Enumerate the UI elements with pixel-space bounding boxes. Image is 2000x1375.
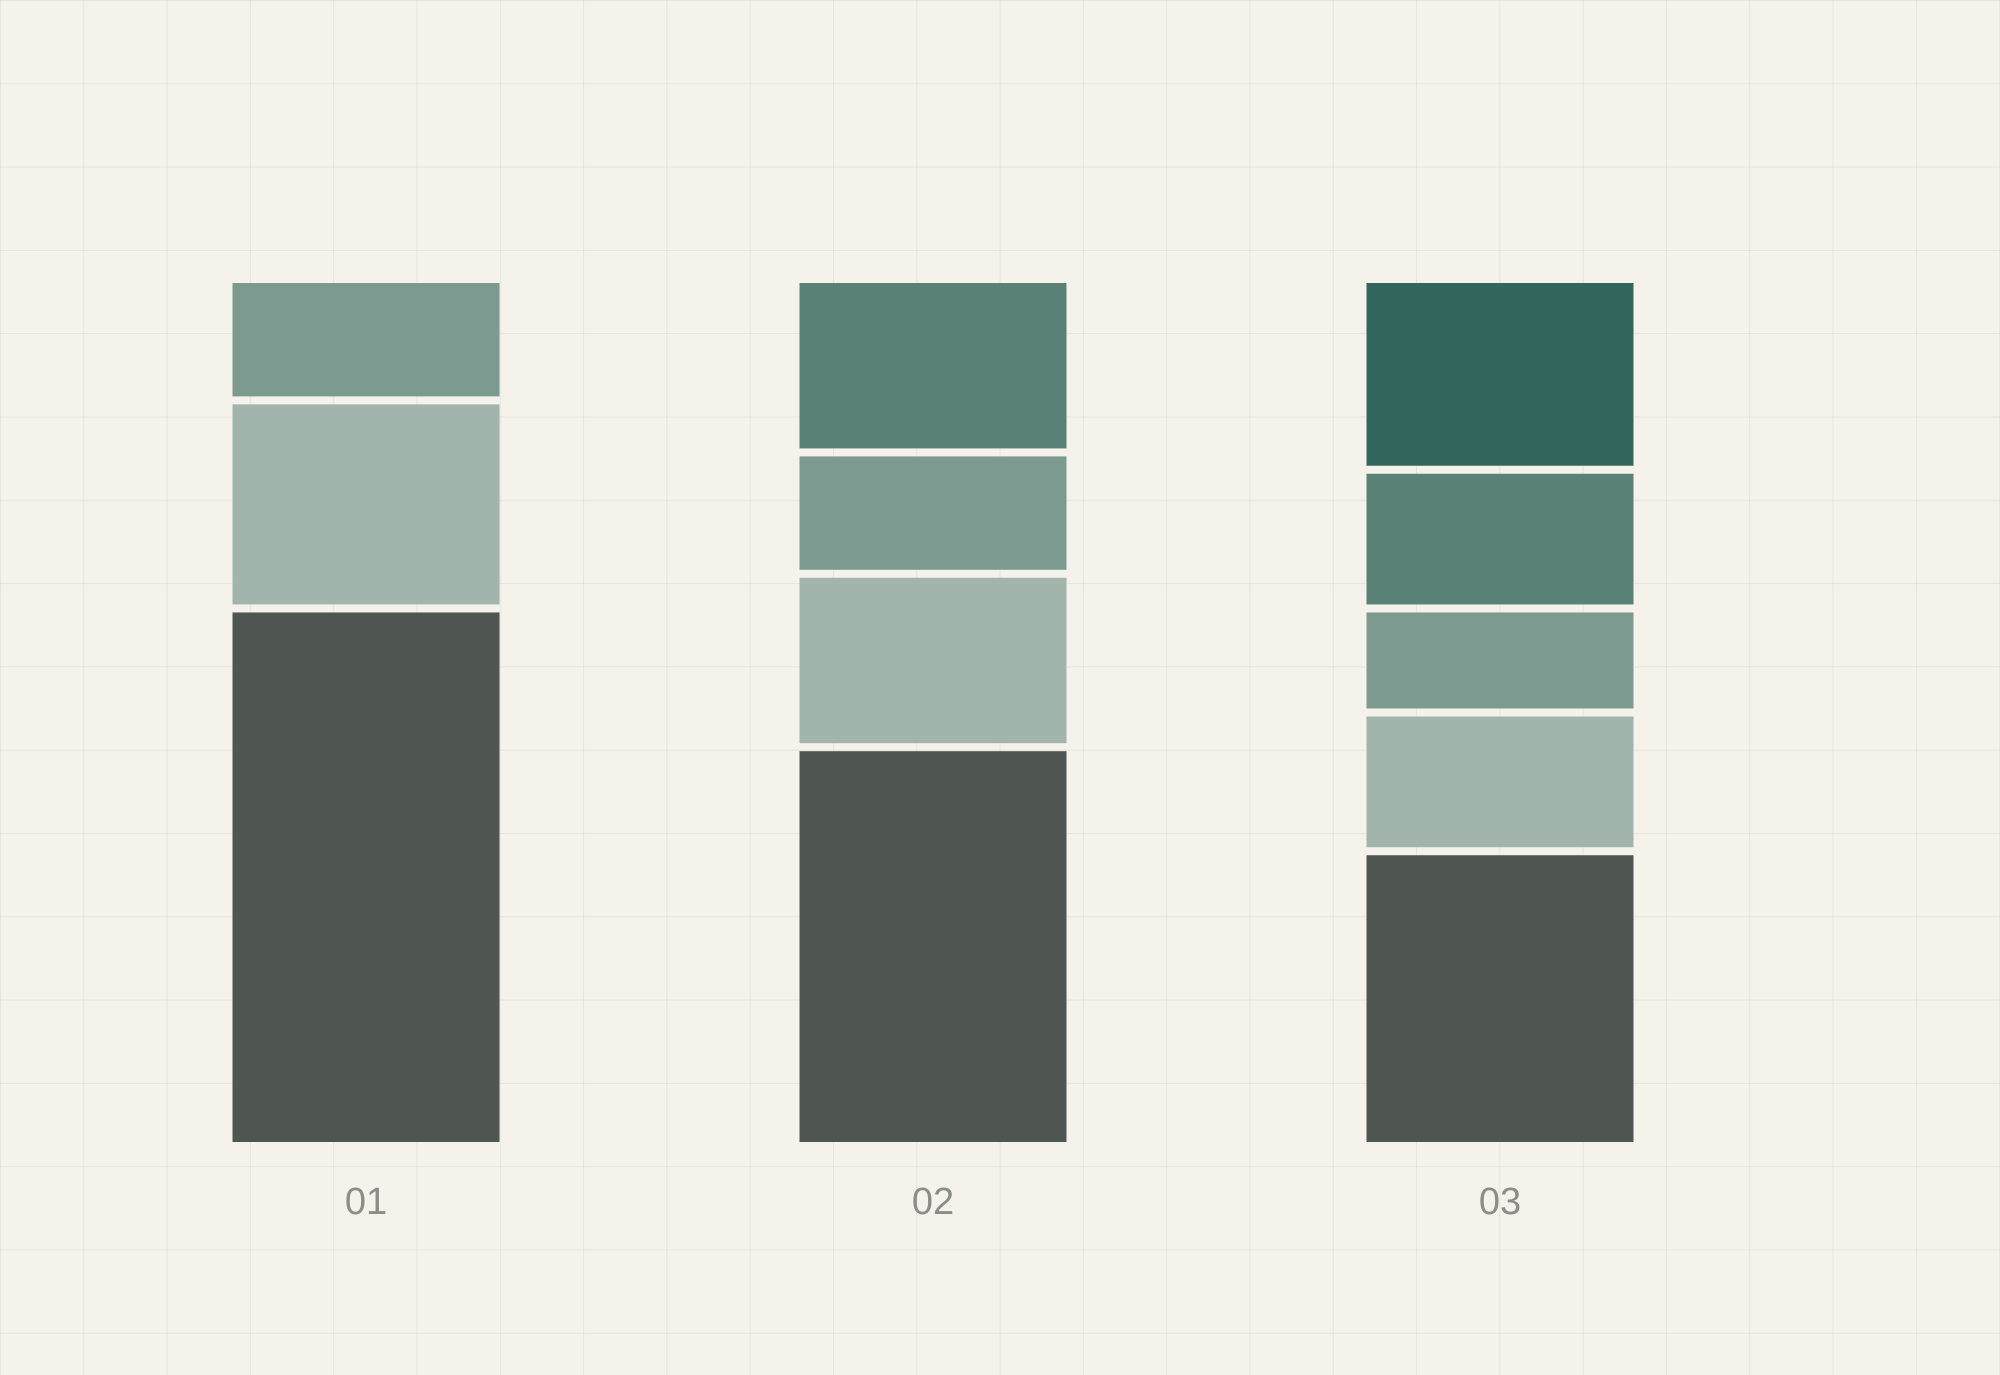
bar-segment (1366, 283, 1634, 466)
bar-segment (799, 283, 1067, 449)
bar-segment (799, 751, 1067, 1142)
x-tick-label: 03 (1479, 1181, 1521, 1223)
bar-segment (799, 456, 1067, 570)
bar-segment (1366, 716, 1634, 848)
bar-segment (232, 404, 500, 605)
bar-segment (232, 612, 500, 1142)
bar-segment (1366, 612, 1634, 709)
bar-segment (1366, 473, 1634, 605)
bar-segment (799, 577, 1067, 744)
bar-segment (232, 283, 500, 397)
x-tick-label: 01 (345, 1181, 387, 1223)
bar-segment (1366, 855, 1634, 1142)
x-tick-label: 02 (912, 1181, 954, 1223)
